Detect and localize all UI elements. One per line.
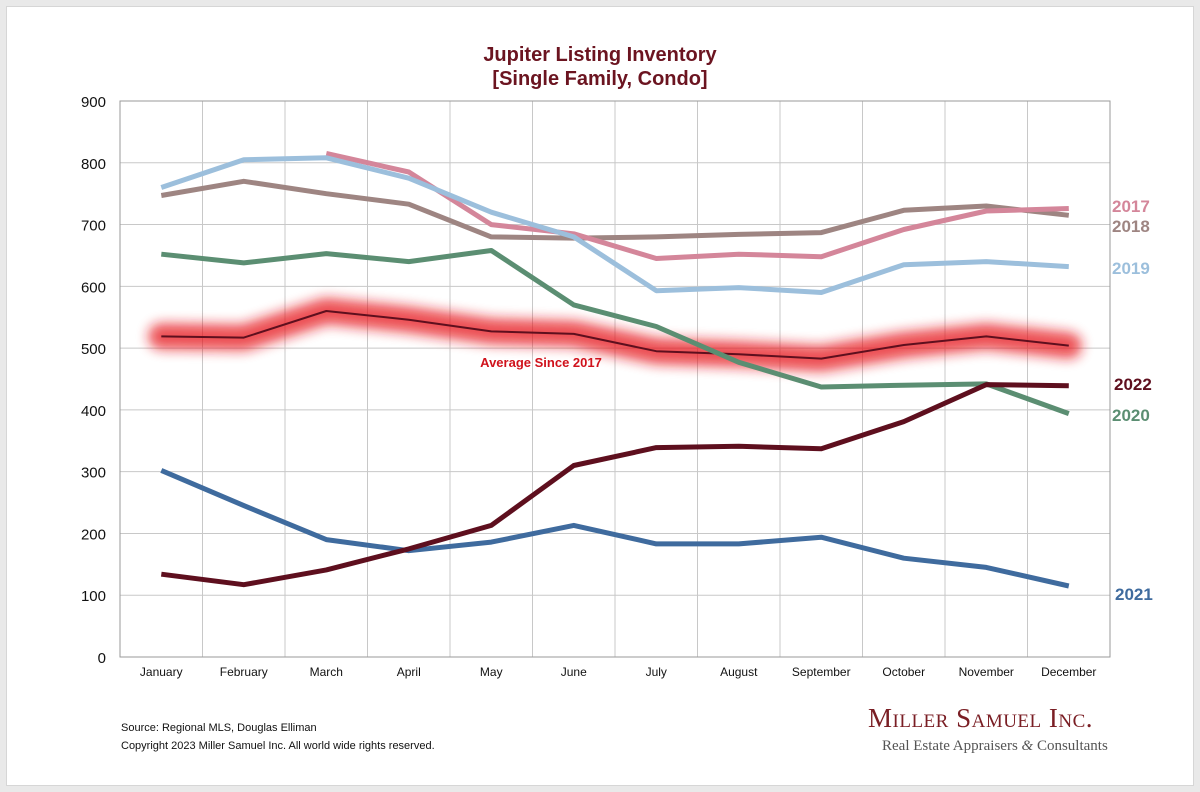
series-label-2019: 2019 [1112, 259, 1150, 278]
axes: 0 100 200 300 400 500 600 700 800 900 January Febru… [81, 94, 1111, 679]
series-label-2021: 2021 [1115, 585, 1153, 604]
x-tick-label: April [397, 665, 421, 679]
series-label-2018: 2018 [1112, 217, 1150, 236]
source-note: Source: Regional MLS, Douglas Elliman [121, 722, 317, 734]
series-label-2022: 2022 [1114, 375, 1152, 394]
y-tick-label: 500 [81, 341, 106, 358]
y-tick-label: 200 [81, 526, 106, 543]
copyright-note: Copyright 2023 Miller Samuel Inc. All wo… [121, 740, 435, 752]
chart-title: Jupiter Listing Inventory [483, 44, 717, 66]
series-line-2021 [160, 468, 1070, 589]
x-tick-label: December [1041, 665, 1096, 679]
tagline-ampersand: & [1021, 738, 1034, 754]
y-tick-label: 0 [98, 650, 106, 667]
series-line-2017 [325, 151, 1069, 261]
x-tick-label: November [959, 665, 1014, 679]
average-label: Average Since 2017 [480, 355, 602, 370]
series-line-2019 [160, 155, 1069, 295]
x-tick-label: March [310, 665, 343, 679]
x-tick-label: August [720, 665, 758, 679]
series-label-2017: 2017 [1112, 197, 1150, 216]
x-tick-label: October [882, 665, 925, 679]
tagline-part: Consultants [1033, 738, 1108, 754]
brand-logo: Miller Samuel Inc. [868, 703, 1094, 733]
tagline-part: Real Estate Appraisers [882, 738, 1022, 754]
y-tick-label: 800 [81, 156, 106, 173]
series-line-2018 [160, 178, 1070, 241]
x-tick-label: September [792, 665, 851, 679]
x-tick-label: January [140, 665, 183, 679]
chart-subtitle: [Single Family, Condo] [492, 68, 708, 90]
x-tick-label: May [480, 665, 503, 679]
series-label-2020: 2020 [1112, 406, 1150, 425]
x-tick-label: July [646, 665, 667, 679]
y-tick-label: 300 [81, 465, 106, 482]
y-tick-label: 600 [81, 279, 106, 296]
series-lines [148, 151, 1082, 589]
series-line-2022 [160, 382, 1069, 588]
x-tick-label: June [561, 665, 587, 679]
series-line-2020 [161, 248, 1070, 416]
y-tick-label: 100 [81, 588, 106, 605]
chart-frame [6, 6, 1194, 786]
plot-border [119, 100, 1111, 658]
y-tick-label: 700 [81, 218, 106, 235]
x-tick-label: February [220, 665, 268, 679]
y-tick-label: 900 [81, 94, 106, 111]
y-tick-label: 400 [81, 403, 106, 420]
brand-tagline: Real Estate Appraisers & Consultants [882, 738, 1122, 755]
average-line [161, 310, 1069, 360]
